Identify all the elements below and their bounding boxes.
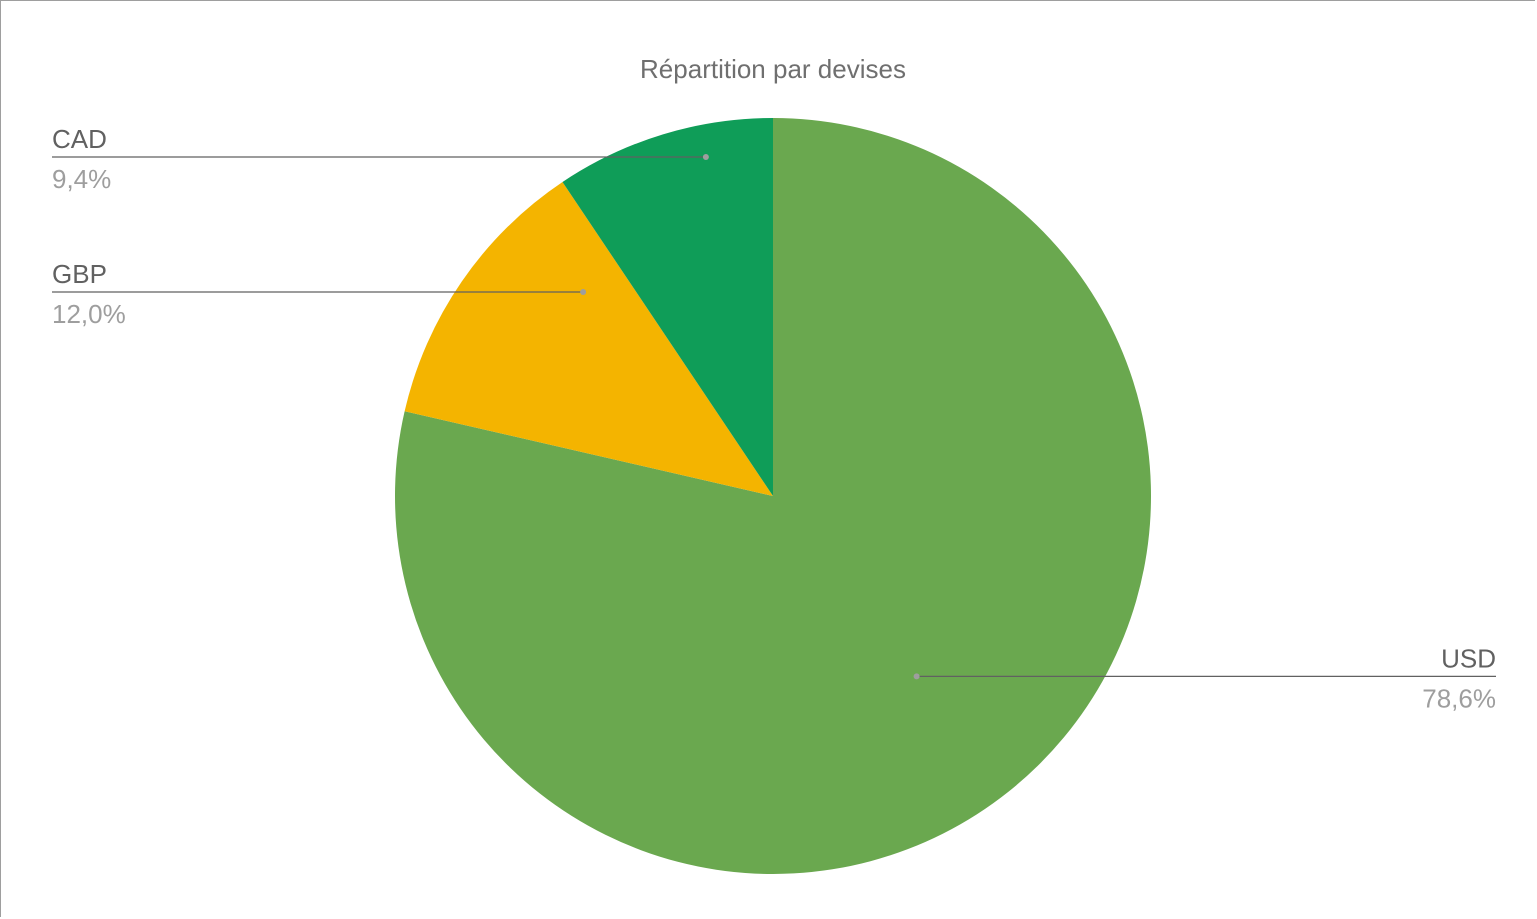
slice-label-gbp: GBP [52, 259, 107, 289]
leader-dot-usd [913, 673, 920, 680]
slice-label-cad: CAD [52, 124, 107, 154]
leader-dot-gbp [580, 289, 587, 295]
pie-slice-gbp [404, 182, 773, 497]
slice-label-usd: USD [1441, 643, 1496, 673]
pie-slice-cad [562, 118, 773, 496]
labels-layer: USD 78,6% GBP 12,0% CAD 9,4% [52, 124, 1496, 713]
slices-layer [395, 118, 1151, 874]
chart-title: Répartition par devises [640, 54, 906, 84]
slice-value-cad: 9,4% [52, 164, 111, 194]
slice-value-gbp: 12,0% [52, 299, 126, 329]
leader-dot-cad [702, 154, 709, 160]
slice-value-usd: 78,6% [1422, 683, 1496, 713]
